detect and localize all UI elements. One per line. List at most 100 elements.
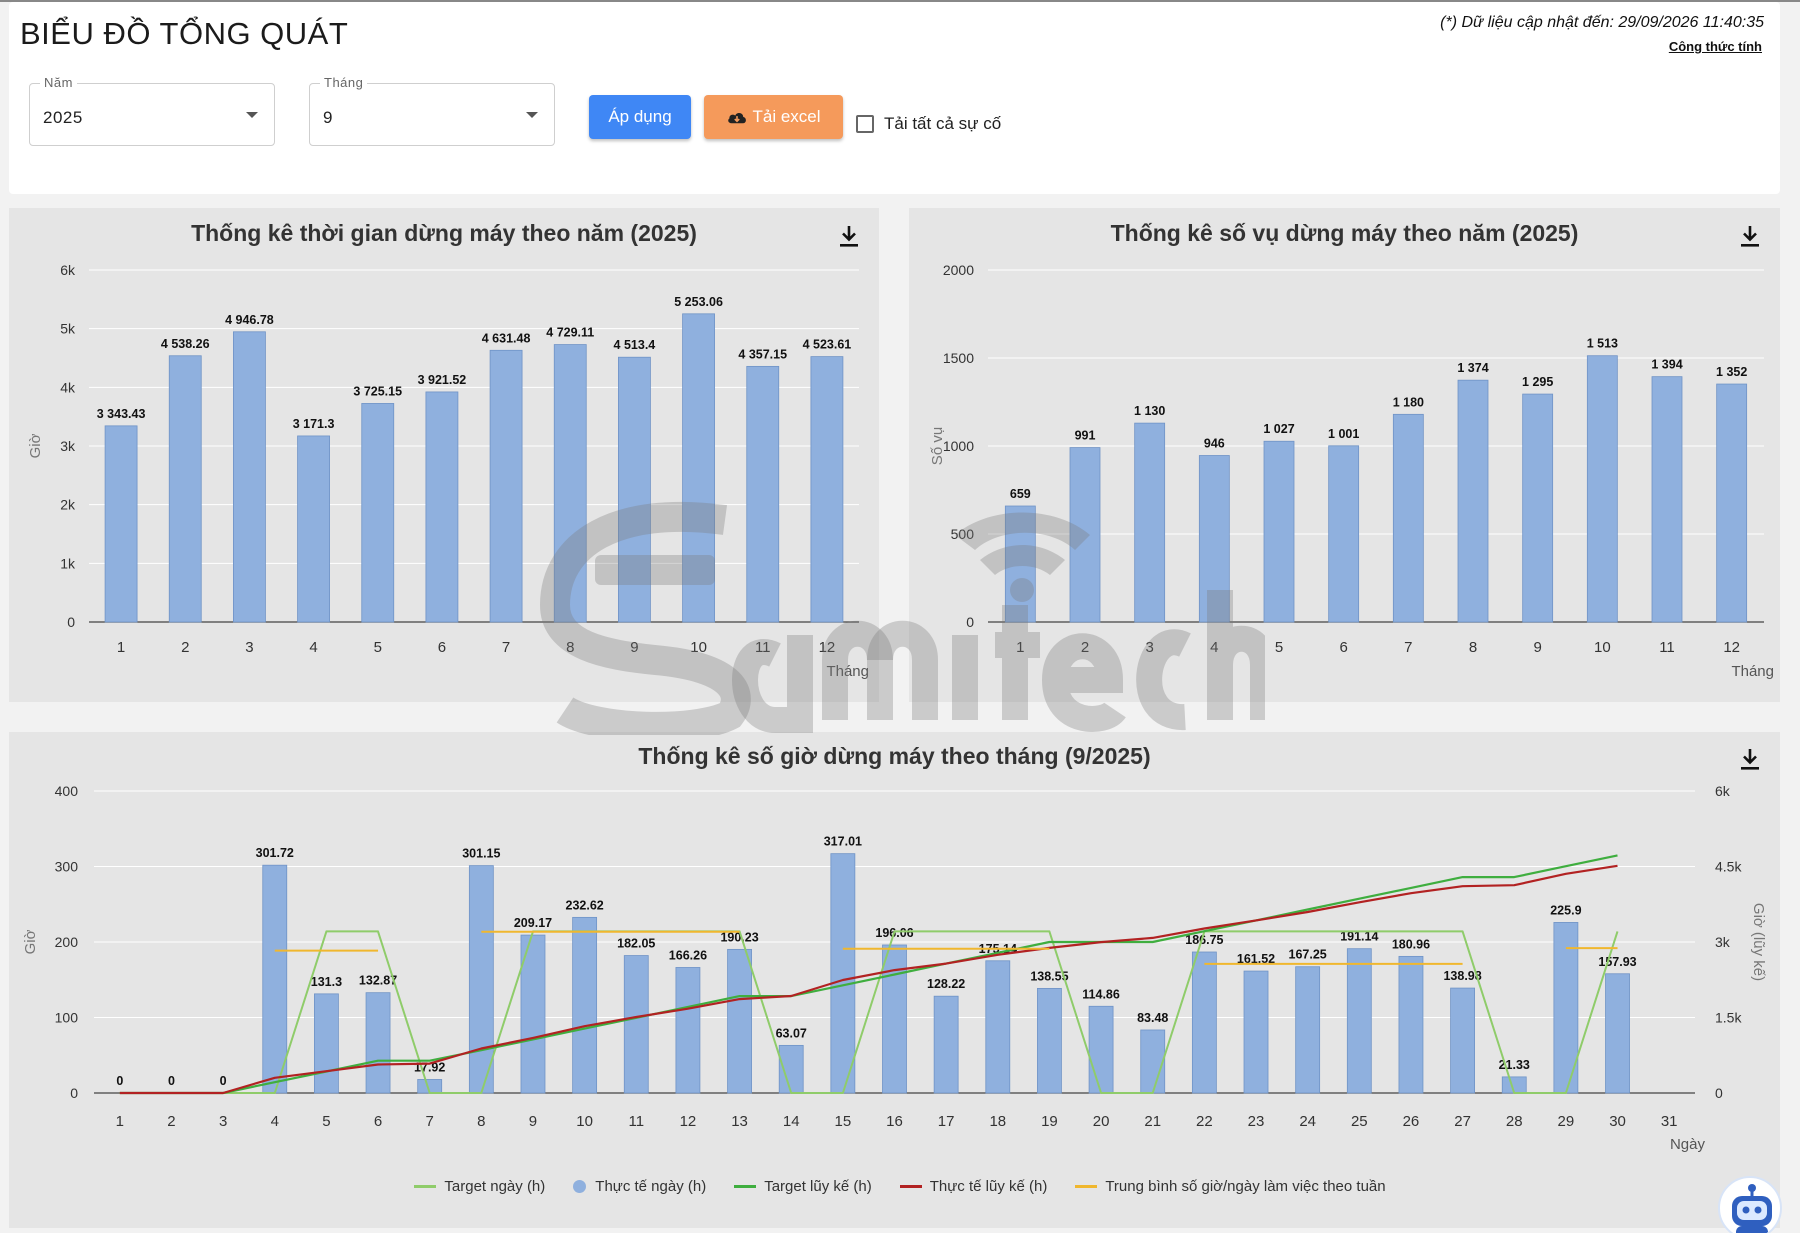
bar-value-label: 4 523.61 bbox=[803, 338, 852, 352]
bar bbox=[933, 995, 959, 1094]
legend-item[interactable]: Thực tế lũy kế (h) bbox=[899, 1178, 1048, 1195]
legend-item[interactable]: Target lũy kế (h) bbox=[734, 1178, 872, 1195]
bar bbox=[1651, 376, 1683, 623]
x-tick-label: 7 bbox=[1404, 639, 1412, 656]
x-tick-label: 10 bbox=[690, 639, 707, 656]
bar-value-label: 1 130 bbox=[1134, 404, 1165, 418]
bar-value-label: 157.93 bbox=[1598, 955, 1636, 969]
bar bbox=[810, 356, 844, 623]
bar bbox=[682, 313, 715, 623]
target-day-line bbox=[119, 930, 1619, 1094]
y-tick-label: 100 bbox=[55, 1010, 79, 1026]
top-border bbox=[0, 0, 1800, 2]
bar-value-label: 5 253.06 bbox=[674, 295, 723, 309]
bar-value-label: 182.05 bbox=[617, 937, 655, 951]
robot-assistant-icon[interactable] bbox=[1718, 1176, 1782, 1233]
x-tick-label: 6 bbox=[1339, 639, 1347, 656]
x-tick-label: 21 bbox=[1144, 1113, 1161, 1130]
bar-value-label: 138.55 bbox=[1030, 969, 1068, 983]
year-select-label: Năm bbox=[40, 75, 77, 90]
chevron-down-icon[interactable] bbox=[526, 112, 538, 118]
y-tick-label: 3k bbox=[60, 438, 76, 454]
y-right-tick-label: 4.5k bbox=[1715, 859, 1742, 875]
page-title: BIỂU ĐỒ TỔNG QUÁT bbox=[20, 16, 349, 51]
bar-value-label: 4 729.11 bbox=[546, 326, 594, 340]
x-tick-label: 24 bbox=[1299, 1113, 1316, 1130]
target-cumulative-line bbox=[119, 854, 1618, 1095]
bar-value-label: 114.86 bbox=[1082, 987, 1120, 1001]
x-tick-label: 3 bbox=[1145, 639, 1153, 656]
x-tick-label: 9 bbox=[529, 1113, 537, 1130]
x-tick-label: 11 bbox=[1659, 639, 1675, 656]
bar-value-label: 4 946.78 bbox=[225, 313, 274, 327]
y-right-tick-label: 6k bbox=[1715, 783, 1731, 799]
legend-item[interactable]: Thực tế ngày (h) bbox=[573, 1178, 706, 1195]
bar-value-label: 4 631.48 bbox=[482, 331, 531, 345]
actual-cumulative-line bbox=[119, 864, 1618, 1095]
bar bbox=[1457, 379, 1489, 623]
download-icon[interactable] bbox=[1738, 223, 1762, 249]
bar bbox=[1191, 951, 1217, 1094]
bar-value-label: 128.22 bbox=[927, 977, 965, 991]
chevron-down-icon[interactable] bbox=[246, 112, 258, 118]
x-tick-label: 19 bbox=[1041, 1113, 1058, 1130]
bar-value-label: 1 180 bbox=[1393, 395, 1424, 409]
checkbox-box[interactable] bbox=[856, 115, 874, 133]
bar-value-label: 209.17 bbox=[514, 916, 552, 930]
all-incidents-checkbox[interactable]: Tải tất cả sự cố bbox=[856, 114, 1001, 134]
legend-item[interactable]: Trung bình số giờ/ngày làm việc theo tuầ… bbox=[1075, 1178, 1386, 1195]
legend-line-swatch bbox=[414, 1185, 437, 1188]
x-tick-label: 4 bbox=[309, 639, 317, 656]
y-tick-label: 2000 bbox=[943, 262, 974, 278]
filter-card bbox=[9, 2, 1780, 194]
yearly-downtime-chart-panel: Thống kê thời gian dừng máy theo năm (20… bbox=[9, 208, 879, 702]
x-axis-label: Tháng bbox=[826, 663, 869, 680]
download-excel-button[interactable]: Tải excel bbox=[704, 95, 843, 139]
bar bbox=[1392, 413, 1424, 623]
x-tick-label: 2 bbox=[167, 1113, 175, 1130]
y-right-tick-label: 0 bbox=[1715, 1085, 1723, 1101]
cloud-download-icon bbox=[728, 112, 747, 124]
bar-value-label: 138.98 bbox=[1443, 969, 1481, 983]
month-select[interactable]: Tháng 9 bbox=[309, 75, 555, 146]
download-icon[interactable] bbox=[1738, 746, 1762, 772]
bar bbox=[1450, 987, 1475, 1094]
y-tick-label: 0 bbox=[70, 1085, 78, 1101]
bar bbox=[1328, 445, 1360, 623]
legend-line-swatch bbox=[734, 1185, 757, 1188]
legend-item[interactable]: Target ngày (h) bbox=[414, 1178, 545, 1195]
formula-link[interactable]: Công thức tính bbox=[1668, 39, 1762, 54]
legend-label: Target ngày (h) bbox=[444, 1178, 546, 1195]
x-tick-label: 1 bbox=[1016, 639, 1024, 656]
bar-value-label: 180.96 bbox=[1392, 937, 1430, 951]
x-tick-label: 10 bbox=[576, 1113, 593, 1130]
bar-value-label: 659 bbox=[1010, 487, 1031, 501]
bar-value-label: 1 513 bbox=[1587, 337, 1618, 351]
x-tick-label: 12 bbox=[819, 639, 836, 656]
bar-value-label: 131.3 bbox=[311, 975, 342, 989]
bar-value-label: 4 513.4 bbox=[614, 338, 656, 352]
apply-button[interactable]: Áp dụng bbox=[589, 95, 691, 139]
chart-legend: Target ngày (h) Thực tế ngày (h) Target lũ… bbox=[0, 1178, 1800, 1195]
bar-value-label: 3 171.3 bbox=[293, 417, 335, 431]
bar bbox=[1586, 355, 1618, 623]
y-tick-label: 500 bbox=[951, 526, 975, 542]
bar bbox=[1243, 970, 1269, 1094]
bar bbox=[262, 864, 288, 1094]
legend-label: Trung bình số giờ/ngày làm việc theo tuầ… bbox=[1105, 1178, 1386, 1195]
bar bbox=[1140, 1029, 1166, 1094]
y-tick-label: 2k bbox=[60, 497, 76, 513]
year-select[interactable]: Năm 2025 bbox=[29, 75, 275, 146]
bar bbox=[168, 355, 202, 623]
y-right-axis-label: Giờ (lũy kế) bbox=[1750, 903, 1767, 981]
bar-value-label: 1 027 bbox=[1263, 422, 1294, 436]
bar bbox=[365, 992, 391, 1094]
bar bbox=[882, 944, 907, 1094]
download-icon[interactable] bbox=[837, 223, 861, 249]
x-tick-label: 23 bbox=[1248, 1113, 1265, 1130]
legend-label: Thực tế lũy kế (h) bbox=[929, 1178, 1048, 1195]
bar bbox=[233, 331, 266, 623]
bar bbox=[1716, 383, 1748, 623]
x-tick-label: 5 bbox=[374, 639, 382, 656]
x-tick-label: 10 bbox=[1594, 639, 1611, 656]
